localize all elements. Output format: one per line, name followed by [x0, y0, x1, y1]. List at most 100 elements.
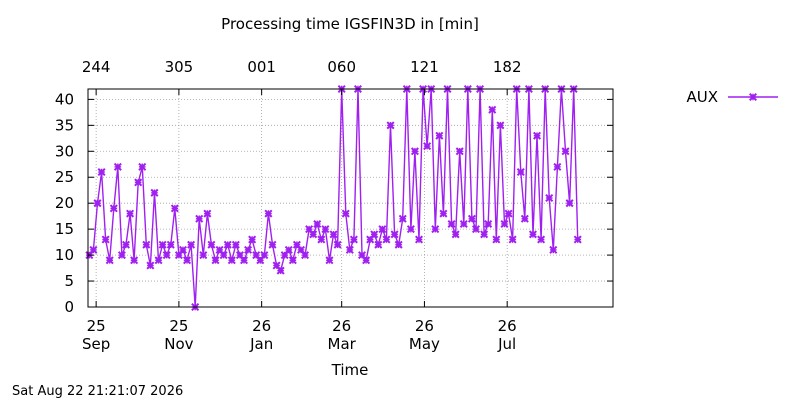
data-point [276, 266, 285, 275]
data-point [549, 245, 558, 254]
y-tick-label: 35 [55, 116, 74, 134]
data-point [455, 147, 464, 156]
x2-tick-label: 060 [327, 58, 356, 76]
data-point [150, 188, 159, 197]
data-point [130, 256, 139, 265]
data-point [496, 121, 505, 130]
data-point [520, 214, 529, 223]
data-point [516, 168, 525, 177]
data-point [406, 225, 415, 234]
data-point [528, 230, 537, 239]
data-point [199, 251, 208, 260]
x2-tick-label: 244 [82, 58, 111, 76]
data-point [488, 105, 497, 114]
x-tick-label: Nov [164, 335, 193, 353]
data-point [105, 256, 114, 265]
data-point [435, 131, 444, 140]
data-point [154, 256, 163, 265]
data-point [264, 209, 273, 218]
x2-tick-label: 001 [247, 58, 276, 76]
data-point [349, 235, 358, 244]
data-point [134, 178, 143, 187]
x-axis-label: Time [331, 361, 369, 379]
data-point [101, 235, 110, 244]
y-tick-label: 30 [55, 142, 74, 160]
data-point [97, 168, 106, 177]
data-point [484, 219, 493, 228]
x-tick-label: Jan [249, 335, 273, 353]
data-point [187, 240, 196, 249]
data-point [573, 235, 582, 244]
data-point [89, 245, 98, 254]
data-point [382, 235, 391, 244]
data-point [325, 256, 334, 265]
data-point [121, 240, 130, 249]
data-point [329, 230, 338, 239]
x2-tick-label: 182 [493, 58, 522, 76]
data-point [386, 121, 395, 130]
data-point [439, 209, 448, 218]
data-point [508, 235, 517, 244]
data-point [211, 256, 220, 265]
data-point [126, 209, 135, 218]
y-axis: 0 5 10 15 20 25 30 35 40 [55, 90, 613, 316]
grid [88, 89, 613, 307]
data-point [565, 199, 574, 208]
data-point [146, 261, 155, 270]
data-point [162, 251, 171, 260]
data-point [500, 219, 509, 228]
legend-marker-aux [748, 92, 758, 102]
y-tick-label: 0 [64, 298, 74, 316]
x-tick-label: May [409, 335, 440, 353]
legend-marker-symbol [748, 92, 758, 102]
data-point [178, 245, 187, 254]
data-point [260, 251, 269, 260]
chart-title: Processing time IGSFIN3D in [min] [221, 15, 479, 33]
data-point [170, 204, 179, 213]
data-point [231, 240, 240, 249]
data-point [268, 240, 277, 249]
data-point [480, 230, 489, 239]
data-point [362, 256, 371, 265]
data-point [292, 240, 301, 249]
x-tick-label: 26 [252, 317, 271, 335]
data-point [345, 245, 354, 254]
data-point [142, 240, 151, 249]
data-point [533, 131, 542, 140]
series-line-aux [88, 88, 579, 308]
data-point [504, 209, 513, 218]
series-aux [85, 84, 582, 312]
x-tick-label: Mar [328, 335, 357, 353]
x-tick-label: Jul [497, 335, 516, 353]
data-point [240, 256, 249, 265]
data-point [207, 240, 216, 249]
data-point [203, 209, 212, 218]
x2-axis: 244 305 001 060 121 182 [82, 58, 522, 95]
data-point [459, 219, 468, 228]
data-point [166, 240, 175, 249]
data-point [109, 204, 118, 213]
x2-tick-label: 305 [165, 58, 194, 76]
data-point [341, 209, 350, 218]
data-point [248, 235, 257, 244]
data-point [545, 193, 554, 203]
data-point [431, 225, 440, 234]
data-point [471, 225, 480, 234]
data-point [410, 147, 419, 156]
timestamp: Sat Aug 22 21:21:07 2026 [12, 384, 183, 399]
y-tick-label: 40 [55, 90, 74, 108]
data-point [195, 214, 204, 223]
data-point [370, 230, 379, 239]
data-point [467, 214, 476, 223]
data-point [227, 256, 236, 265]
data-point [321, 225, 330, 234]
x-tick-label: 26 [498, 317, 517, 335]
y-tick-label: 10 [55, 246, 74, 264]
plot-frame [87, 88, 614, 308]
data-point [93, 199, 102, 208]
x-tick-label: 26 [415, 317, 434, 335]
x-tick-label: Sep [82, 335, 110, 353]
data-point [553, 162, 562, 171]
y-tick-label: 20 [55, 194, 74, 212]
data-point [288, 256, 297, 265]
